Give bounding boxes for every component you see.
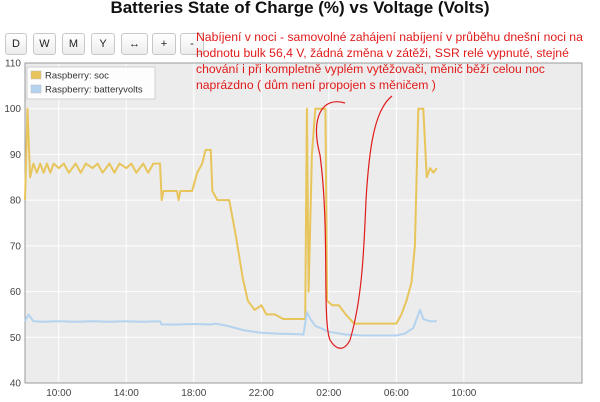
y-tick-label: 40 <box>10 379 22 390</box>
y-tick-label: 60 <box>10 287 22 298</box>
range-week-button[interactable]: W <box>33 33 56 55</box>
series-line-soc <box>24 107 438 325</box>
pan-arrows-button[interactable]: ↔ <box>121 33 148 55</box>
annotation-note: Nabíjení v noci - samovolné zahájení nab… <box>196 30 583 92</box>
plot-border <box>24 62 583 384</box>
x-tick-label: 18:00 <box>181 388 206 399</box>
y-tick-label: 70 <box>10 241 22 252</box>
legend-box <box>26 66 156 100</box>
zoom-in-button[interactable]: + <box>152 33 176 55</box>
y-tick-label: 80 <box>10 196 22 207</box>
y-tick-label: 90 <box>10 150 22 161</box>
x-tick-label: 10:00 <box>451 388 476 399</box>
legend-label: Raspberry: batteryvolts <box>45 85 143 96</box>
chart-title: Batteries State of Charge (%) vs Voltage… <box>110 0 490 17</box>
x-tick-label: 14:00 <box>114 388 139 399</box>
x-tick-label: 22:00 <box>249 388 274 399</box>
legend-swatch <box>30 84 42 94</box>
legend-label: Raspberry: soc <box>45 71 109 82</box>
range-day-button[interactable]: D <box>5 33 27 55</box>
series-layer <box>24 107 438 337</box>
range-month-button[interactable]: M <box>62 33 85 55</box>
range-year-button[interactable]: Y <box>91 33 115 55</box>
series-line-batteryvolts <box>24 308 437 337</box>
x-tick-label: 06:00 <box>384 388 409 399</box>
legend: Raspberry: soc Raspberry: batteryvolts <box>26 66 156 100</box>
x-tick-label: 02:00 <box>316 388 341 399</box>
annotation-ellipse <box>315 95 393 349</box>
x-tick-label: 10:00 <box>46 388 71 399</box>
y-tick-label: 100 <box>4 104 21 115</box>
y-tick-label: 110 <box>5 59 21 70</box>
axes: 40 50 60 70 80 90 100 110 10:00 14:00 18:00 22:00 02… <box>4 59 583 399</box>
zoom-out-button[interactable]: - <box>180 33 204 55</box>
y-tick-label: 50 <box>10 333 22 344</box>
legend-swatch <box>30 70 42 80</box>
